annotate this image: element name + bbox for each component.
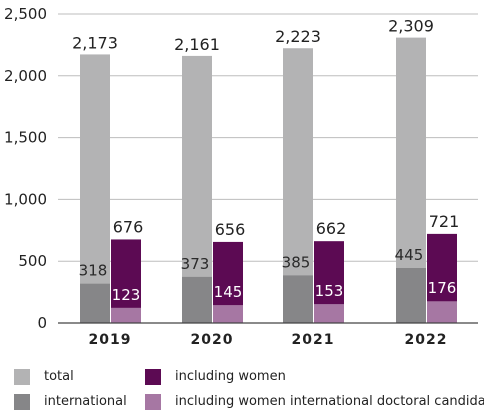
legend-label-including-women-international: including women international doctoral c… — [175, 394, 484, 409]
data-label-total: 2,161 — [174, 35, 220, 54]
data-label-including-women: 662 — [316, 219, 347, 238]
legend: total including women international incl… — [0, 360, 484, 416]
legend-label-international: international — [44, 394, 127, 409]
bar-international — [283, 275, 313, 323]
y-tick-label: 2,000 — [4, 67, 47, 85]
data-label-total: 2,173 — [72, 33, 118, 52]
x-tick-label: 2020 — [191, 332, 234, 348]
y-tick-label: 2,500 — [4, 5, 47, 23]
legend-swatch-international — [14, 394, 30, 410]
bar-chart: 0 500 1,000 1,500 2,000 2,500 2,173 318 676 123 20… — [4, 5, 478, 348]
data-label-international: 318 — [79, 262, 108, 280]
y-tick-label: 500 — [18, 252, 47, 270]
legend-swatch-including-women-international — [145, 394, 161, 410]
y-tick-label: 1,000 — [4, 190, 47, 208]
data-label-international: 385 — [282, 253, 311, 271]
bar-total — [80, 54, 110, 323]
data-label-total: 2,309 — [388, 17, 434, 36]
x-tick-label: 2022 — [405, 332, 448, 348]
data-label-international: 373 — [181, 255, 210, 273]
bar-including-women-international — [213, 305, 243, 323]
bar-international — [396, 267, 426, 323]
x-tick-label: 2019 — [89, 332, 132, 348]
bar-including-women-international — [111, 307, 141, 323]
legend-label-total: total — [44, 369, 74, 384]
legend-label-including-women: including women — [175, 369, 286, 384]
bar-including-women-international — [427, 301, 457, 323]
bar-international — [80, 283, 110, 323]
data-label-including-women: 676 — [113, 217, 144, 236]
data-label-including-women-international: 176 — [428, 279, 457, 297]
legend-swatch-including-women — [145, 369, 161, 385]
data-label-including-women-international: 145 — [214, 283, 243, 301]
data-label-international: 445 — [395, 246, 424, 264]
data-label-including-women-international: 153 — [315, 282, 344, 300]
data-label-total: 2,223 — [275, 27, 321, 46]
data-label-including-women: 656 — [215, 220, 246, 239]
data-label-including-women: 721 — [429, 212, 460, 231]
x-tick-label: 2021 — [292, 332, 335, 348]
y-tick-label: 1,500 — [4, 129, 47, 147]
bar-including-women-international — [314, 304, 344, 323]
bar-international — [182, 276, 212, 323]
legend-swatch-total — [14, 369, 30, 385]
data-label-including-women-international: 123 — [112, 286, 141, 304]
y-tick-label: 0 — [37, 314, 47, 332]
